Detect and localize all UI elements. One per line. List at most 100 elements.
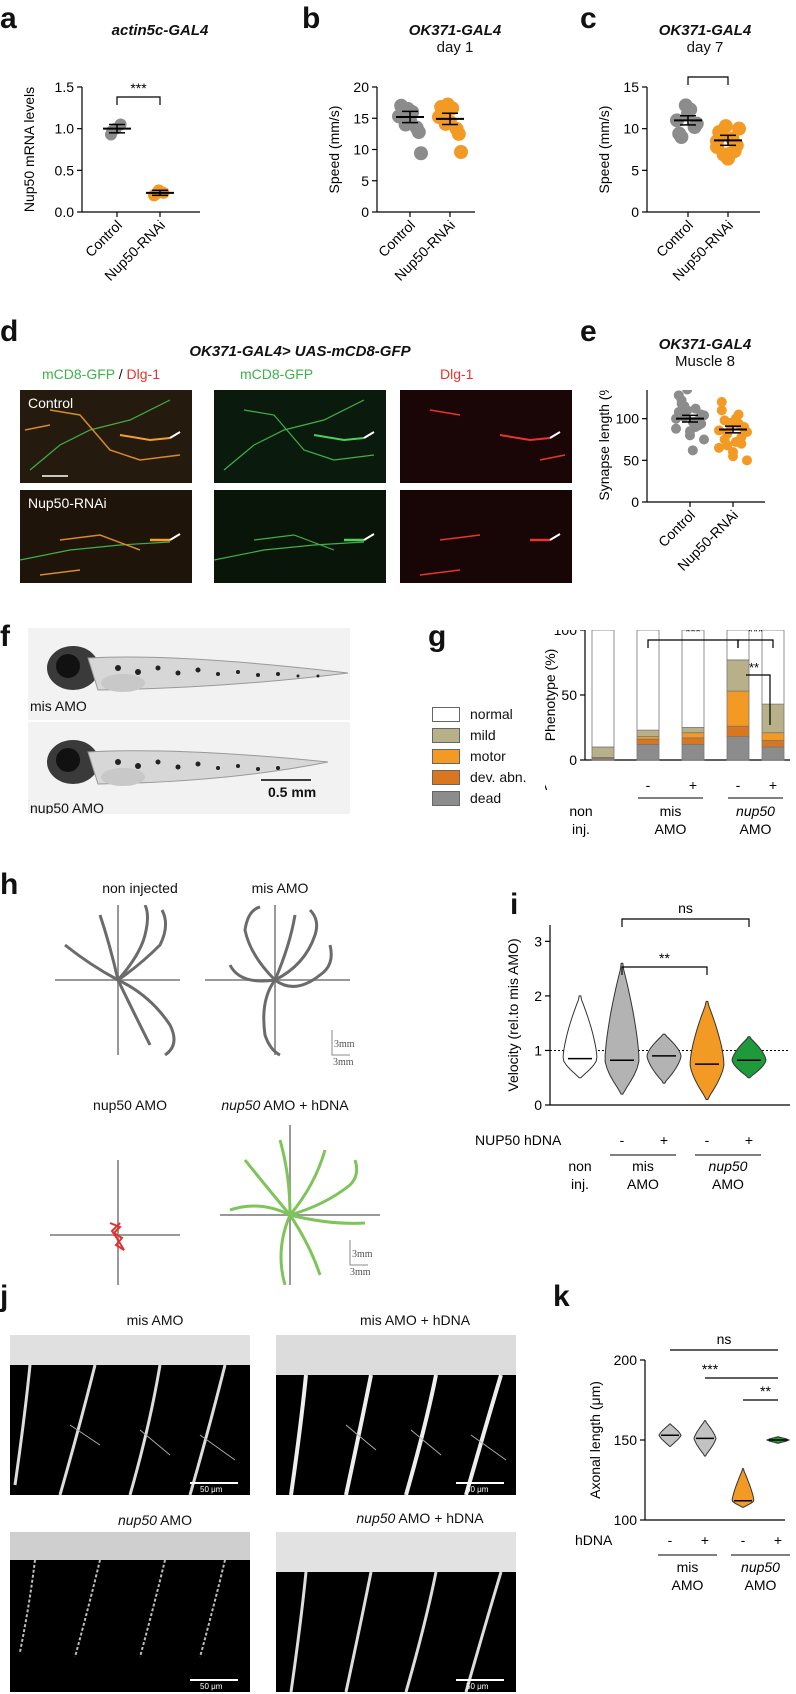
group-label-line: mis bbox=[632, 1158, 654, 1174]
panel-letter-h: h bbox=[0, 868, 19, 901]
panel-letter-e: e bbox=[580, 315, 597, 348]
panel-letter-b: b bbox=[302, 2, 321, 35]
data-point bbox=[690, 403, 701, 414]
significance-label: ** bbox=[760, 1383, 771, 1399]
group-label-line: inj. bbox=[572, 821, 590, 837]
stacked-bar-segment bbox=[636, 738, 660, 745]
hdna-sign: - bbox=[620, 1132, 625, 1148]
x-category-label: Control bbox=[655, 507, 698, 550]
hdna-sign: + bbox=[689, 777, 697, 793]
panel-j-scale-4: 50 μm bbox=[466, 1682, 489, 1691]
data-point bbox=[722, 440, 733, 451]
data-point bbox=[733, 409, 744, 420]
y-tick-label: 100 bbox=[614, 1512, 638, 1528]
panel-d-rnai-gfp bbox=[214, 490, 386, 583]
panel-letter-c: c bbox=[580, 2, 597, 35]
data-point bbox=[710, 140, 724, 154]
panel-j-scale-3: 50 μm bbox=[200, 1682, 223, 1691]
y-tick-label: 15 bbox=[353, 110, 369, 126]
stacked-bar-segment bbox=[761, 630, 785, 705]
hdna-sign: + bbox=[660, 1132, 668, 1148]
stacked-bar-segment bbox=[681, 737, 705, 745]
motor-axons-image-3 bbox=[10, 1532, 250, 1681]
stacked-bar-segment bbox=[636, 744, 660, 761]
violin bbox=[646, 1033, 682, 1084]
hdna-sign: + bbox=[701, 1532, 709, 1548]
legend-dev-abn: dev. abn. bbox=[432, 769, 527, 785]
panel-letter-d: d bbox=[0, 315, 19, 348]
group-label-line: nup50 bbox=[741, 1559, 780, 1575]
panel-h-scale-1-v: 3mm bbox=[334, 1039, 355, 1050]
data-point bbox=[414, 146, 428, 161]
legend-motor: motor bbox=[432, 748, 506, 764]
panel-d-row1-label: Control bbox=[28, 395, 74, 411]
panel-c-title: OK371-GAL4 day 7 bbox=[658, 22, 752, 56]
panel-d-col1-header: mCD8-GFP / Dlg-1 bbox=[42, 366, 160, 382]
stacked-bar-segment bbox=[761, 703, 785, 734]
data-point bbox=[716, 405, 727, 416]
significance-label: *** bbox=[130, 80, 147, 96]
panel-j-title-3: nup50 AMO bbox=[118, 1512, 192, 1528]
legend-normal: normal bbox=[432, 706, 513, 722]
panel-j-image-3: 50 μm bbox=[10, 1532, 250, 1692]
panel-d-rnai-dlg bbox=[400, 490, 572, 583]
group-label-line: AMO bbox=[740, 821, 772, 837]
group-label-line: nup50 bbox=[736, 803, 775, 819]
y-tick-label: 0 bbox=[361, 204, 369, 220]
panel-h-title-2: mis AMO bbox=[251, 880, 309, 896]
group-label-line: mis bbox=[660, 803, 682, 819]
motor-axons-image-2 bbox=[276, 1335, 516, 1495]
data-point bbox=[699, 434, 709, 445]
motor-axons-image-4 bbox=[276, 1532, 516, 1692]
zebrafish-larva-mis bbox=[47, 646, 349, 692]
significance-bracket bbox=[687, 76, 729, 85]
significance-bracket bbox=[737, 639, 774, 648]
panel-e-chart: 050100150Synapse length (%)ControlNup50-… bbox=[596, 390, 765, 574]
data-point bbox=[445, 101, 460, 116]
y-tick-label: 0.5 bbox=[55, 162, 75, 178]
group-label-line: AMO bbox=[745, 1577, 777, 1593]
violin bbox=[562, 995, 598, 1079]
panel-j-title-1: mis AMO bbox=[126, 1312, 184, 1328]
panel-letter-i: i bbox=[510, 888, 519, 921]
legend-swatch-motor bbox=[432, 748, 460, 764]
data-point bbox=[451, 126, 466, 141]
y-tick-label: 10 bbox=[623, 121, 639, 137]
y-tick-label: 0 bbox=[569, 752, 577, 768]
panel-h-title-1: non injected bbox=[102, 880, 178, 896]
group-label-line: AMO bbox=[712, 1176, 744, 1192]
panel-letter-j: j bbox=[0, 1280, 9, 1313]
violin bbox=[731, 1036, 767, 1079]
hdna-row-label: hDNA bbox=[575, 1532, 613, 1548]
x-category-label: Control bbox=[82, 217, 125, 260]
panel-h-scale-2-h: 3mm bbox=[350, 1267, 371, 1278]
panel-f-label-nup50: nup50 AMO bbox=[30, 800, 104, 814]
y-tick-label: 200 bbox=[614, 1352, 638, 1368]
stacked-bar-segment bbox=[761, 740, 785, 748]
stacked-bar-segment bbox=[761, 746, 785, 761]
y-tick-label: 0.0 bbox=[55, 204, 75, 220]
panel-f-label-mis: mis AMO bbox=[30, 698, 87, 714]
panel-f-fish-mis: mis AMO bbox=[28, 628, 350, 720]
neurons-merge-ctrl bbox=[24, 399, 181, 477]
panel-d-rnai-merge: Nup50-RNAi bbox=[20, 490, 192, 583]
group-label-line: non bbox=[569, 803, 592, 819]
y-axis-label: Speed (mm/s) bbox=[596, 106, 612, 194]
legend-swatch-mild bbox=[432, 727, 460, 743]
stacked-bar-segment bbox=[681, 630, 705, 728]
data-point bbox=[689, 116, 704, 131]
y-tick-label: 5 bbox=[631, 162, 639, 178]
data-point bbox=[730, 437, 741, 447]
panel-f-scale: 0.5 mm bbox=[268, 784, 317, 800]
data-point bbox=[687, 445, 698, 456]
y-tick-label: 0 bbox=[631, 494, 639, 510]
panel-letter-k: k bbox=[553, 1280, 570, 1313]
panel-e-title: OK371-GAL4 Muscle 8 bbox=[658, 336, 752, 370]
panel-h-scale-2-v: 3mm bbox=[352, 1249, 373, 1260]
panel-letter-g: g bbox=[428, 620, 447, 653]
hdna-row-label: hDNA bbox=[545, 777, 548, 793]
data-point bbox=[671, 423, 681, 434]
